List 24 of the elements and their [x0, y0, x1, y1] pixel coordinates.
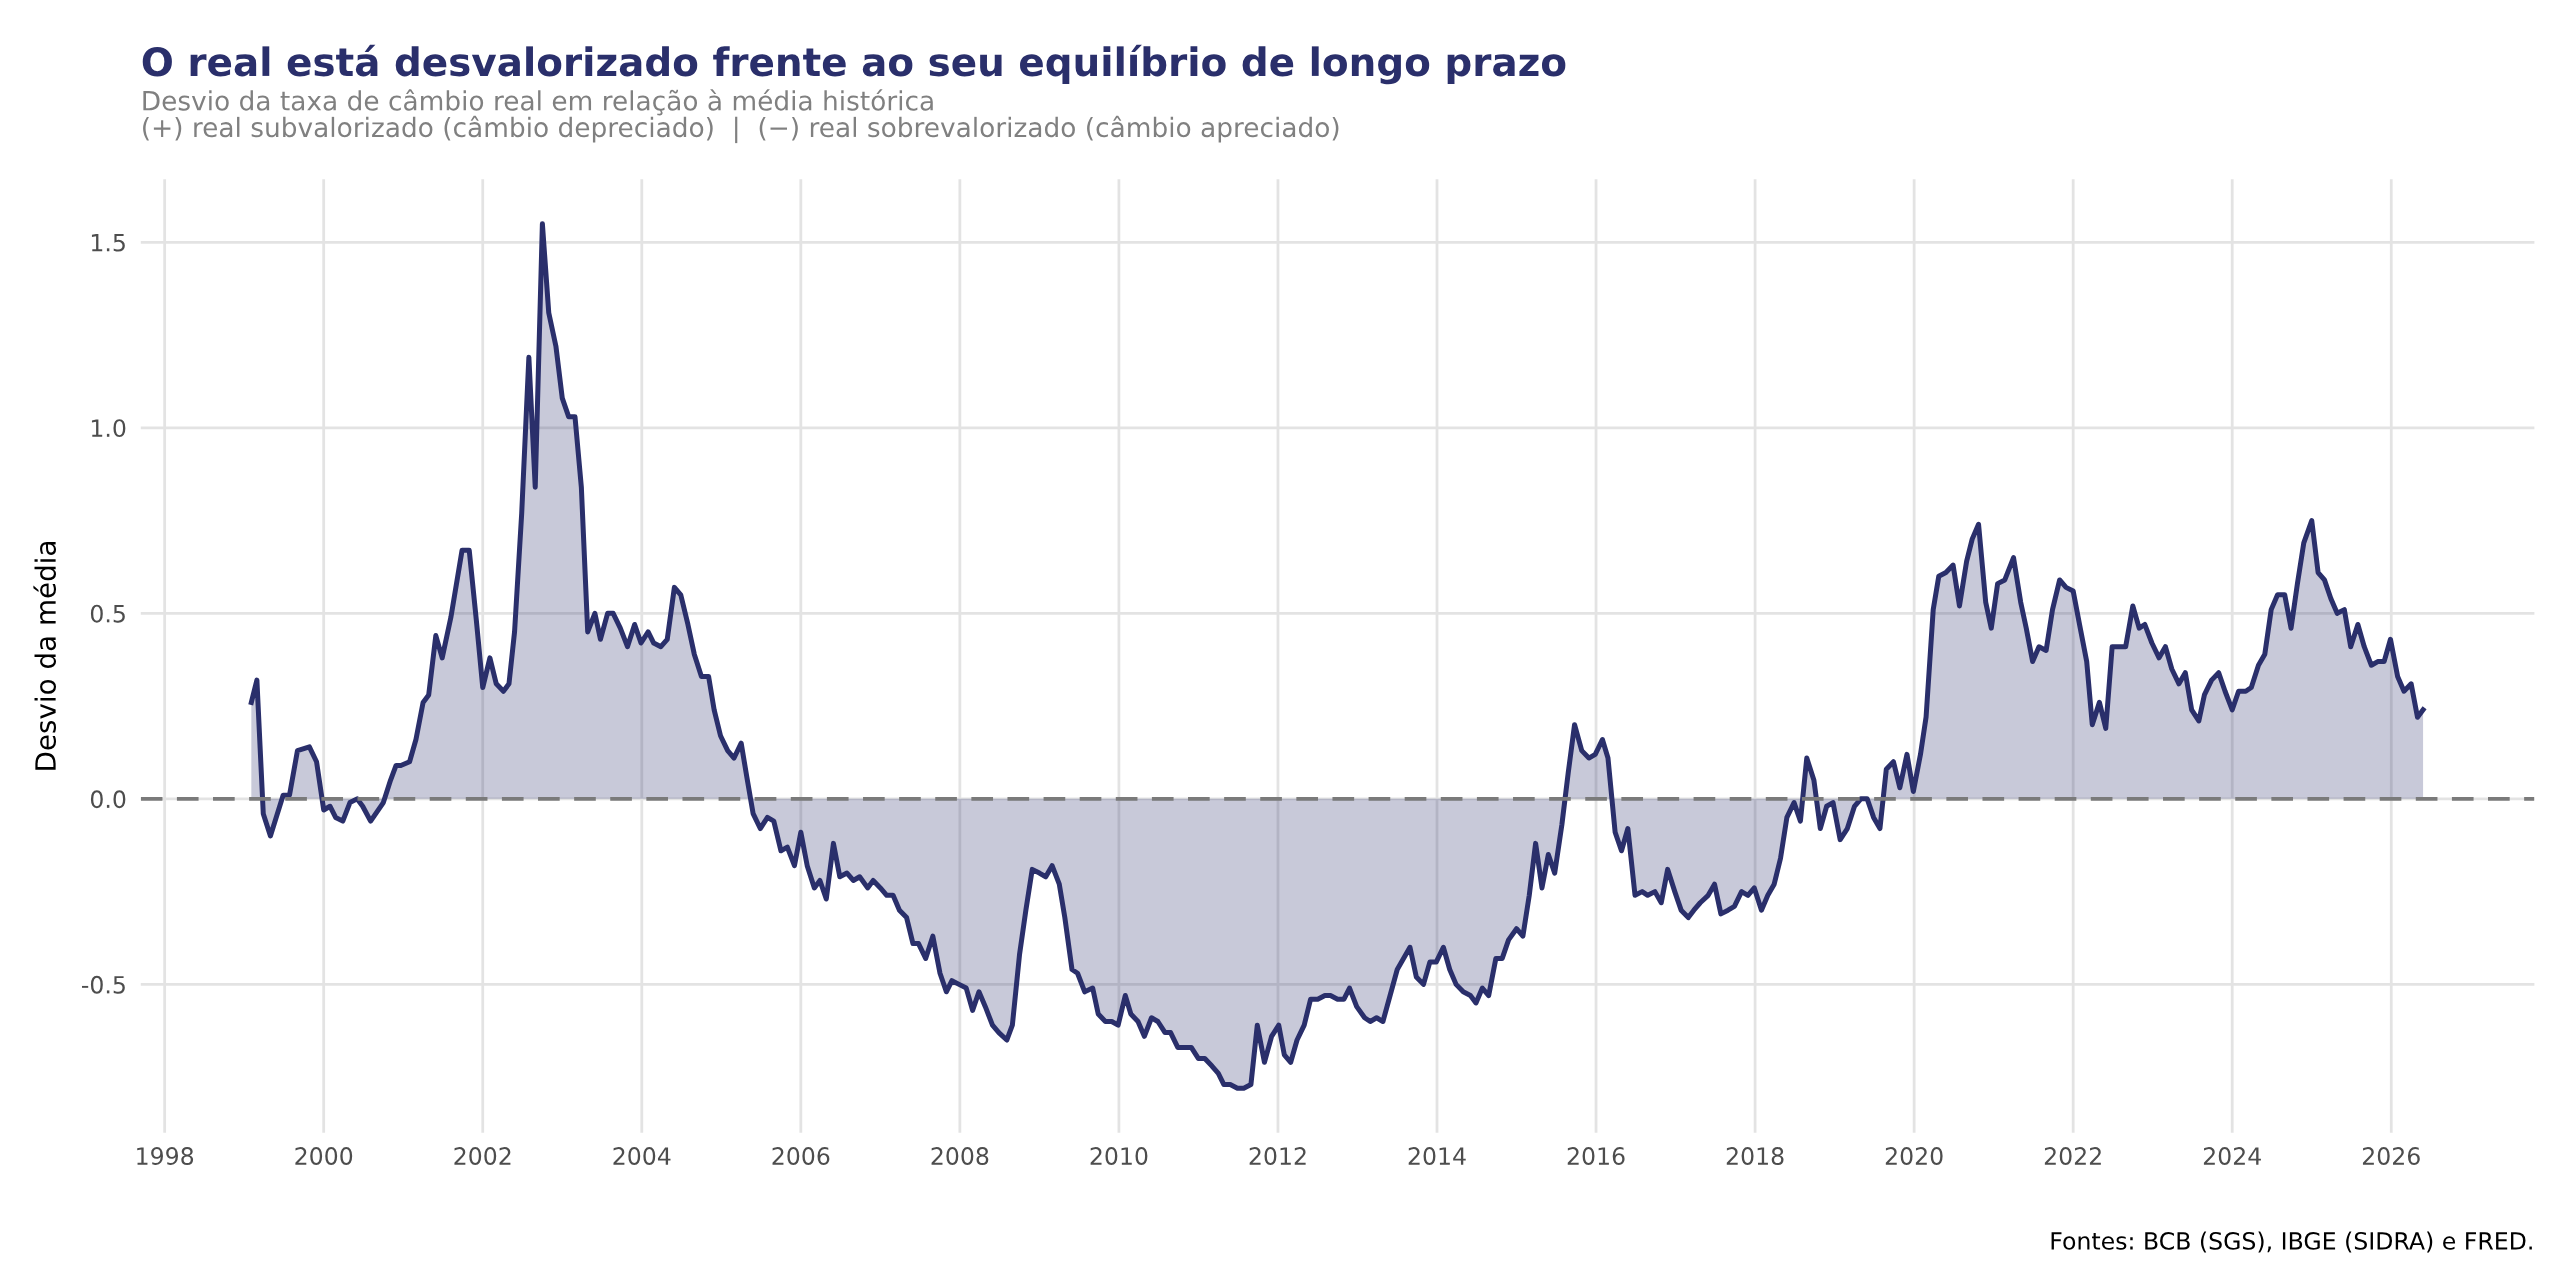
- x-tick-label: 2004: [613, 1147, 671, 1165]
- x-tick-label: 2010: [1090, 1147, 1148, 1165]
- y-axis-title: Desvio da média: [33, 542, 57, 770]
- y-tick-label: 1.0: [91, 419, 126, 438]
- chart-title: O real está desvalorizado frente ao seu equilíbrio de longo prazo: [142, 44, 1566, 85]
- x-tick-label: 1998: [137, 1147, 194, 1165]
- y-tick-label: 0.5: [90, 604, 125, 623]
- x-tick-label: 2020: [1885, 1147, 1943, 1165]
- x-tick-label: 2012: [1249, 1147, 1306, 1165]
- x-tick-label: 2006: [772, 1147, 830, 1165]
- x-tick-label: 2008: [931, 1147, 989, 1165]
- x-tick-label: 2002: [454, 1147, 511, 1165]
- y-tick-label: 0.0: [90, 790, 126, 809]
- text: Fontes: BCB (SGS), IBGE (SIDRA) e FRED.: [2051, 1231, 2532, 1253]
- chart-subtitle: Desvio da taxa de câmbio real em relação à média histórica (+) real subvalorizado (câmbio depreciado) | (−) real sobrevalorizado (câmbio apreciado): [143, 89, 1339, 144]
- y-tick-label: 1.5: [91, 234, 125, 252]
- x-tick-label: 2026: [2362, 1147, 2420, 1165]
- x-tick-label: 2022: [2044, 1147, 2101, 1165]
- x-tick-label: 2016: [1567, 1147, 1625, 1165]
- y-tick-label: -0.5: [82, 975, 125, 994]
- x-tick-label: 2024: [2203, 1147, 2261, 1165]
- x-tick-label: 2018: [1726, 1147, 1784, 1165]
- x-tick-label: 2014: [1408, 1147, 1466, 1165]
- x-tick-label: 2000: [295, 1147, 353, 1165]
